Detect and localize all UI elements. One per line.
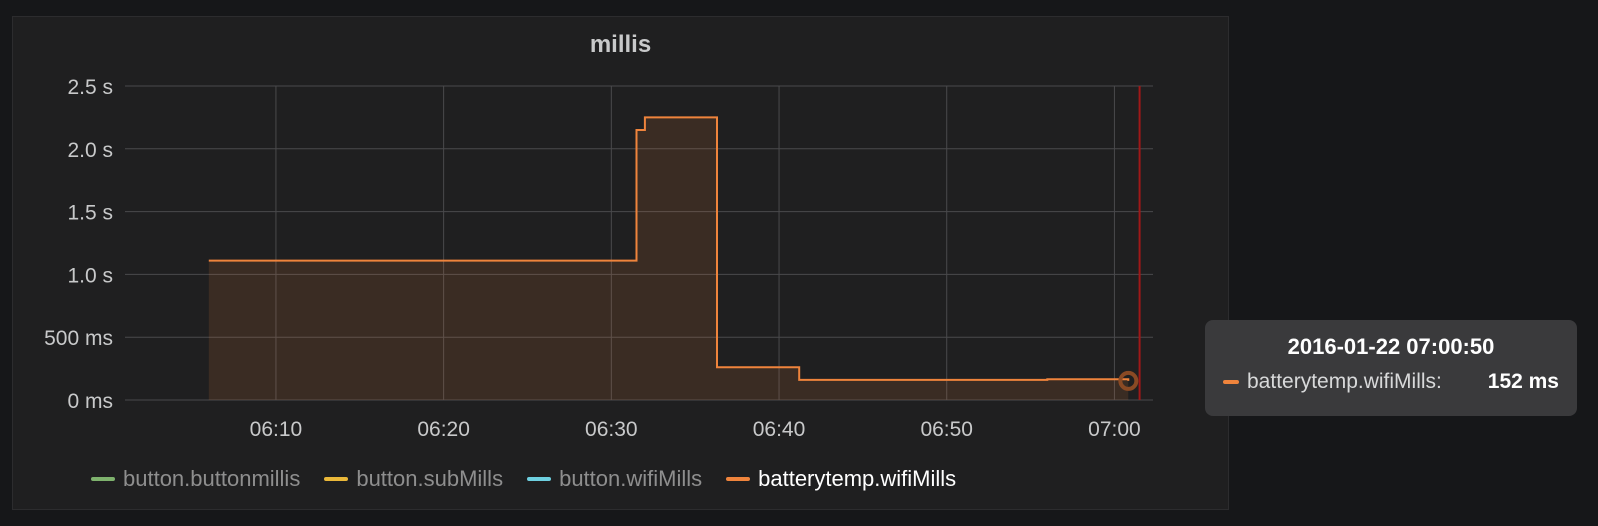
x-tick-label: 06:30	[585, 418, 638, 441]
x-tick-label: 06:40	[753, 418, 806, 441]
legend-label: button.buttonmillis	[123, 466, 301, 491]
legend-label: button.wifiMills	[559, 466, 703, 491]
graph-panel: millis 0 ms 500 ms 1.0 s 1.5 s 2.0 s 2.5 s 06:…	[12, 16, 1229, 510]
legend-item[interactable]: button.wifiMills	[527, 466, 702, 492]
hover-point-marker	[1118, 370, 1139, 391]
y-tick-label: 500 ms	[44, 327, 113, 350]
chart-plot-area[interactable]: 0 ms 500 ms 1.0 s 1.5 s 2.0 s 2.5 s 06:10 06:20…	[13, 17, 1230, 511]
tooltip-value: 152 ms	[1487, 370, 1559, 393]
legend-swatch	[726, 477, 751, 481]
y-tick-label: 1.5 s	[67, 202, 113, 225]
x-tick-label: 06:10	[250, 418, 303, 441]
legend: button.buttonmillis button.subMills button…	[91, 466, 956, 492]
legend-swatch	[91, 477, 115, 481]
tooltip-series-name: batterytemp.wifiMills:	[1247, 370, 1442, 393]
legend-label: button.subMills	[356, 466, 504, 491]
tooltip-series-swatch	[1223, 380, 1239, 384]
y-tick-label: 1.0 s	[67, 264, 113, 287]
legend-label: batterytemp.wifiMills	[758, 466, 957, 491]
hover-tooltip: 2016-01-22 07:00:50 batterytemp.wifiMill…	[1205, 320, 1577, 416]
panel-title[interactable]: millis	[589, 31, 652, 58]
x-tick-label: 07:00	[1088, 418, 1141, 441]
y-tick-label: 2.0 s	[67, 139, 113, 162]
legend-swatch	[527, 477, 552, 481]
tooltip-row: batterytemp.wifiMills: 152 ms	[1223, 370, 1559, 394]
x-tick-label: 06:20	[417, 418, 470, 441]
legend-item[interactable]: batterytemp.wifiMills	[726, 466, 956, 492]
y-tick-label: 0 ms	[67, 390, 113, 413]
series-area	[208, 117, 1129, 401]
y-tick-label: 2.5 s	[67, 76, 113, 99]
legend-item[interactable]: button.buttonmillis	[91, 466, 300, 492]
legend-swatch	[324, 477, 349, 481]
x-tick-label: 06:50	[920, 418, 973, 441]
legend-item[interactable]: button.subMills	[324, 466, 503, 492]
tooltip-time: 2016-01-22 07:00:50	[1287, 334, 1495, 359]
